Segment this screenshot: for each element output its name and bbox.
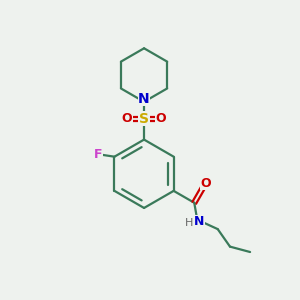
Text: N: N (194, 215, 204, 228)
Text: F: F (94, 148, 102, 161)
Text: N: N (138, 92, 150, 106)
Text: H: H (185, 218, 194, 228)
Text: S: S (139, 112, 149, 126)
Text: O: O (122, 112, 132, 125)
Text: O: O (200, 177, 211, 190)
Text: O: O (156, 112, 166, 125)
